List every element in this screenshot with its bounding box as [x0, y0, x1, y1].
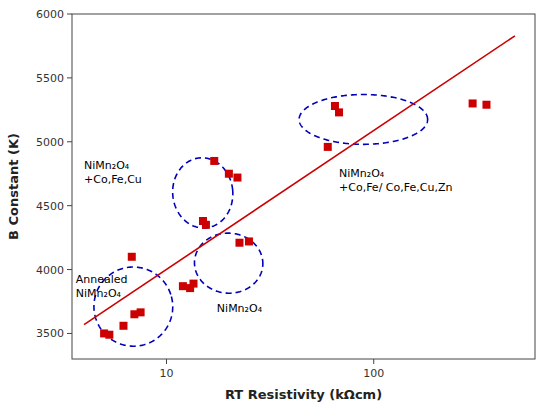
data-point [179, 282, 187, 290]
data-point [105, 331, 113, 339]
x-tick-label: 10 [159, 367, 173, 380]
x-tick [373, 359, 374, 364]
data-point [233, 174, 241, 182]
annotation: NiMn₂O₄+Co,Fe,Cu [84, 159, 142, 186]
x-axis-label: RT Resistivity (kΩcm) [225, 387, 382, 402]
data-point [335, 108, 343, 116]
group-ellipse [194, 233, 262, 293]
data-point [210, 157, 218, 165]
annotation: NiMn₂O₄ [217, 302, 263, 315]
data-point [235, 239, 243, 247]
y-tick [67, 14, 72, 15]
data-point [225, 170, 233, 178]
data-point [202, 221, 210, 229]
x-tick [166, 359, 167, 364]
y-tick [67, 269, 72, 270]
data-point [137, 308, 145, 316]
data-point [119, 322, 127, 330]
plot-area [84, 36, 515, 346]
data-point [189, 280, 197, 288]
chart: 3500 4000 4500 5000 5500 6000 10 100 RT Resistiv… [0, 0, 551, 409]
data-point [324, 143, 332, 151]
y-tick [67, 141, 72, 142]
data-point [482, 101, 490, 109]
y-tick-label: 3500 [36, 327, 64, 340]
trend-line [84, 36, 515, 325]
y-tick-label: 6000 [36, 8, 64, 21]
y-tick [67, 205, 72, 206]
annotation: AnnealedNiMn₂O₄ [76, 273, 128, 300]
annotation: NiMn₂O₄+Co,Fe/ Co,Fe,Cu,Zn [339, 167, 452, 194]
y-axis-label: B Constant (K) [6, 133, 21, 240]
data-point [245, 237, 253, 245]
y-tick-label: 5500 [36, 72, 64, 85]
y-tick [67, 333, 72, 334]
y-tick-label: 4000 [36, 264, 64, 277]
y-tick [67, 77, 72, 78]
y-tick-label: 5000 [36, 136, 64, 149]
x-tick-label: 100 [363, 367, 384, 380]
data-point [128, 253, 136, 261]
data-point [469, 99, 477, 107]
y-tick-label: 4500 [36, 200, 64, 213]
plot-frame [72, 14, 535, 359]
group-ellipse [173, 158, 233, 228]
